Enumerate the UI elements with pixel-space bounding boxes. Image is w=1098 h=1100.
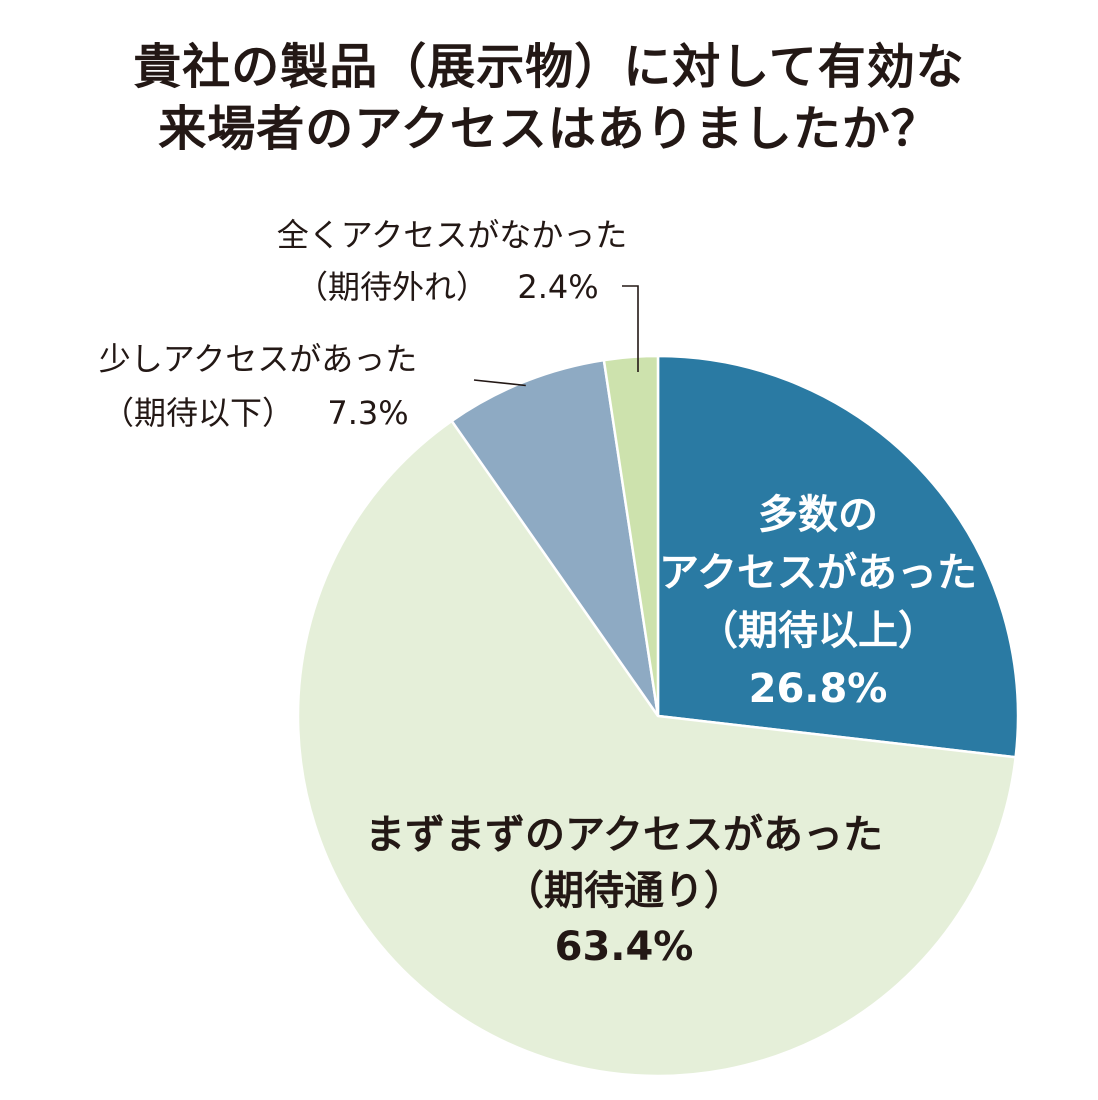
pie-slice-1 <box>296 419 1018 1078</box>
pie-slice-0 <box>656 354 1020 759</box>
slice-label-2-line-0: 少しアクセスがあった <box>99 340 417 378</box>
slice-label-0-line-1: アクセスがあった <box>659 550 977 596</box>
slice-label-0-line-0: 多数の <box>758 492 878 538</box>
leader-line-3 <box>622 285 639 372</box>
slice-value-3: 2.4% <box>517 268 598 306</box>
slice-label-2-line-1: （期待以下） <box>102 394 294 432</box>
chart-title-line-2: 来場者のアクセスはありましたか？ <box>158 101 940 157</box>
pie-slice-2 <box>449 358 660 717</box>
slice-value-1: 63.4% <box>555 924 694 970</box>
slice-label-3-line-1: （期待外れ） <box>296 268 488 306</box>
chart-title: 貴社の製品（展示物）に対して有効な 来場者のアクセスはありましたか？ <box>0 36 1098 160</box>
leader-line-2 <box>473 379 526 387</box>
slice-label-0-line-2: （期待以上） <box>698 608 938 654</box>
slice-label-1-line-1: （期待通り） <box>504 868 744 914</box>
slice-value-2: 7.3% <box>327 394 408 432</box>
slice-label-1-line-0: まずまずのアクセスがあった <box>365 812 883 858</box>
pie-slice-3 <box>602 354 660 717</box>
slice-label-3-line-0: 全くアクセスがなかった <box>277 216 627 254</box>
chart-title-line-1: 貴社の製品（展示物）に対して有効な <box>133 39 965 95</box>
slice-value-0: 26.8% <box>749 666 888 712</box>
